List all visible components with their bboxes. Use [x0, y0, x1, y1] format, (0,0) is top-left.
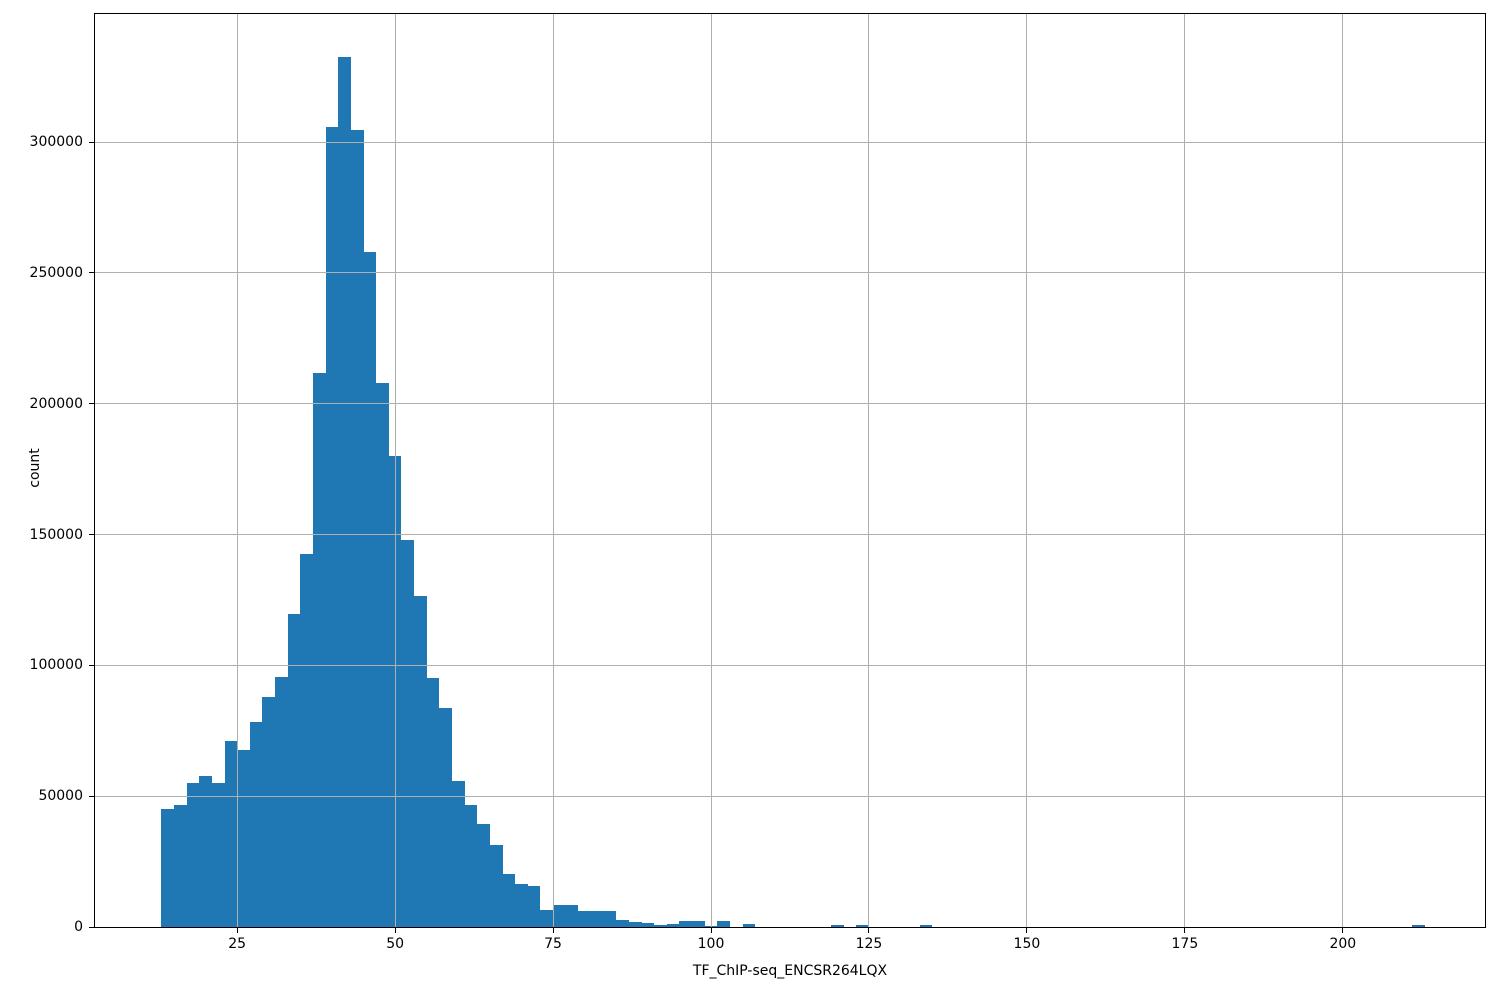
histogram-bar: [338, 57, 351, 927]
histogram-bar: [1412, 925, 1425, 927]
histogram-bar: [249, 722, 263, 927]
y-tick-mark: [89, 926, 94, 928]
histogram-bar: [464, 804, 478, 927]
x-gridline: [710, 14, 712, 927]
histogram-bar: [262, 697, 276, 927]
x-tick-mark: [394, 928, 396, 933]
x-tick-label: 150: [1013, 936, 1041, 952]
histogram-bar: [489, 844, 503, 927]
y-tick-label: 0: [74, 919, 83, 935]
x-tick-label: 175: [1171, 936, 1199, 952]
histogram-bar: [603, 911, 617, 927]
x-tick-mark: [1184, 928, 1186, 933]
histogram-bar: [199, 776, 212, 927]
histogram-bar: [540, 910, 554, 927]
histogram-bar: [565, 904, 579, 927]
x-tick-mark: [710, 928, 712, 933]
x-tick-mark: [868, 928, 870, 933]
histogram-bar: [502, 873, 516, 927]
histogram-bar: [237, 749, 250, 927]
histogram-bar: [300, 554, 313, 927]
histogram-bar: [590, 910, 604, 927]
histogram-bar: [717, 920, 730, 927]
x-tick-label: 200: [1329, 936, 1357, 952]
top-spine: [94, 13, 1486, 14]
histogram-bar: [186, 783, 200, 927]
y-gridline: [95, 664, 1485, 666]
y-tick-label: 50000: [38, 788, 83, 805]
histogram-bar: [527, 886, 541, 927]
y-tick-label: 100000: [29, 657, 83, 674]
y-tick-mark: [89, 141, 94, 143]
x-tick-label: 25: [228, 936, 247, 952]
histogram-bar: [578, 910, 591, 927]
histogram-bar: [742, 924, 756, 927]
y-gridline: [95, 272, 1485, 274]
histogram-bar: [856, 924, 869, 927]
x-tick-mark: [552, 928, 554, 933]
histogram-bar: [616, 919, 629, 927]
left-spine: [94, 14, 95, 927]
y-gridline: [95, 534, 1485, 536]
histogram-bar: [477, 823, 490, 927]
x-gridline: [552, 14, 554, 927]
y-tick-label: 250000: [29, 264, 83, 281]
plot-area: TF_ChIP-seq_ENCSR264LQX count 25 50 75 100 1…: [27, 13, 1486, 979]
histogram-bar: [426, 678, 440, 927]
x-gridline: [1342, 14, 1344, 927]
histogram-bar: [224, 741, 238, 927]
y-gridline: [95, 795, 1485, 797]
y-gridline: [95, 141, 1485, 143]
histogram-bar: [692, 921, 705, 927]
x-gridline: [1184, 14, 1186, 927]
histogram-bar: [350, 130, 364, 927]
histogram-bar: [919, 924, 933, 927]
y-tick-mark: [89, 403, 94, 405]
y-gridline: [95, 403, 1485, 405]
y-tick-mark: [89, 795, 94, 797]
histogram-bar: [287, 614, 301, 927]
histogram-bar: [414, 595, 427, 927]
histogram-bar: [628, 922, 642, 927]
x-gridline: [1026, 14, 1028, 927]
histogram-bar: [679, 921, 693, 927]
histogram-bar: [553, 904, 566, 927]
histogram-bar: [376, 383, 389, 927]
histogram-bar: [451, 781, 465, 927]
right-spine: [1485, 14, 1486, 927]
x-gridline: [394, 14, 396, 927]
x-tick-mark: [1342, 928, 1344, 933]
bottom-spine: [94, 927, 1486, 928]
x-tick-label: 100: [697, 936, 725, 952]
x-tick-mark: [236, 928, 238, 933]
x-gridline: [868, 14, 870, 927]
x-axis-label: TF_ChIP-seq_ENCSR264LQX: [692, 963, 888, 979]
y-tick-label: 300000: [29, 134, 83, 151]
y-tick-label: 200000: [29, 395, 83, 412]
histogram-bar: [831, 924, 844, 927]
histogram-bar: [275, 676, 288, 927]
histogram-bar: [161, 808, 174, 927]
x-tick-label: 75: [544, 936, 562, 952]
histogram-bar: [641, 923, 655, 927]
y-tick-mark: [89, 534, 94, 536]
y-tick-mark: [89, 272, 94, 274]
histogram-bar: [211, 783, 225, 927]
histogram-bar: [666, 923, 680, 927]
x-tick-label: 125: [855, 936, 883, 952]
histogram-bar: [325, 126, 339, 927]
histogram-bar: [363, 252, 377, 927]
y-tick-label: 150000: [29, 526, 83, 543]
histogram-bar: [439, 707, 452, 927]
y-tick-mark: [89, 664, 94, 666]
histogram-bar: [654, 925, 667, 927]
x-gridline: [236, 14, 238, 927]
histogram-bar: [173, 804, 187, 927]
histogram-bar: [401, 540, 415, 927]
histogram-bar: [515, 884, 528, 927]
x-tick-mark: [1026, 928, 1028, 933]
histogram-bar: [312, 373, 326, 927]
x-tick-label: 50: [386, 936, 405, 952]
